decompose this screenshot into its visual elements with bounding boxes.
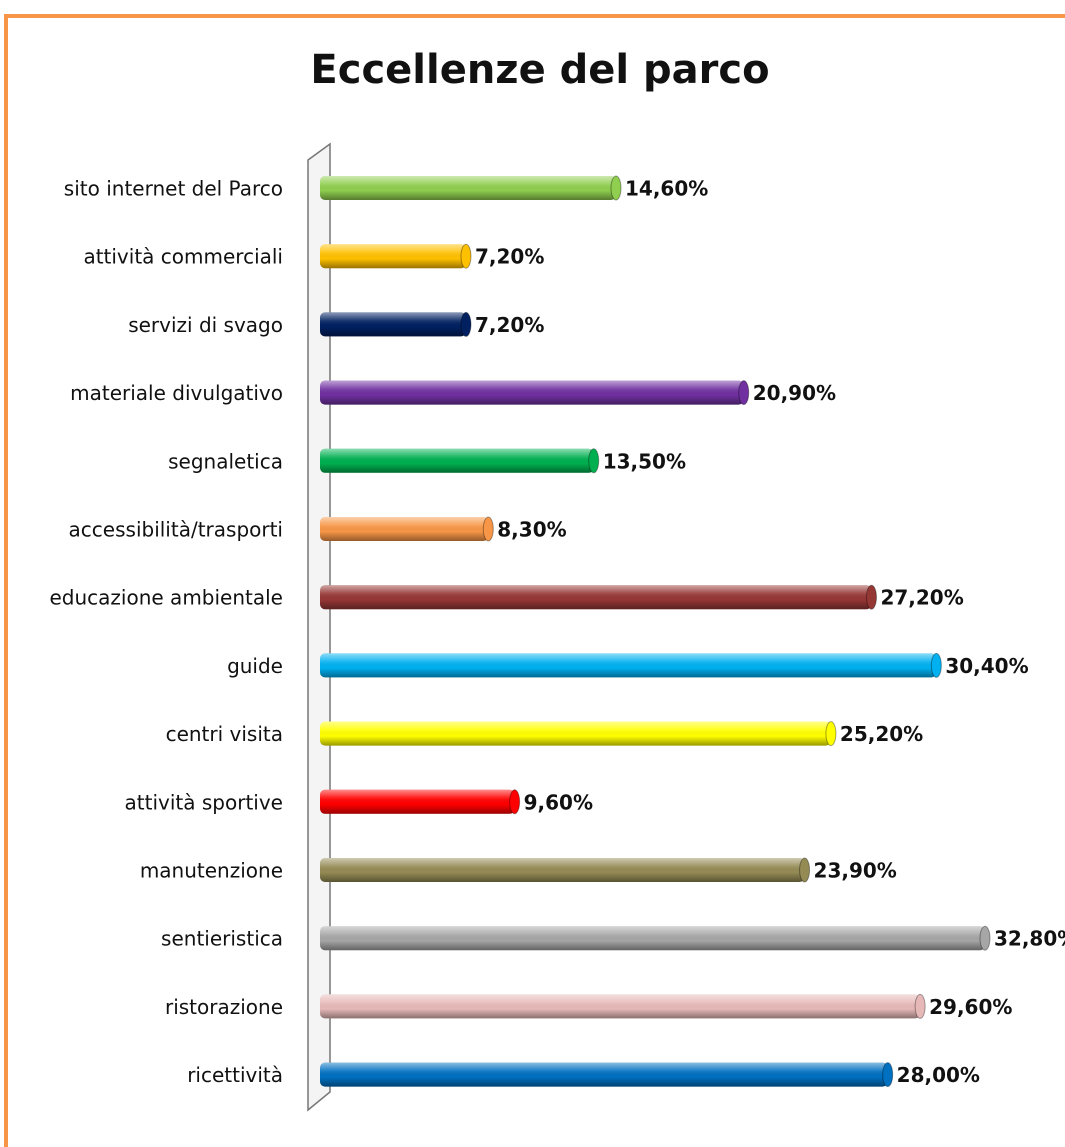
- category-label: accessibilità/trasporti: [69, 518, 283, 542]
- bar-cap: [509, 789, 521, 815]
- category-label: segnaletica: [168, 449, 283, 473]
- bar-cap: [460, 311, 472, 337]
- bar-cap: [588, 448, 600, 474]
- axis-wall: [307, 142, 331, 1112]
- bar-shine: [320, 244, 466, 269]
- frame: [4, 14, 1065, 1147]
- value-label: 9,60%: [524, 790, 593, 814]
- bar-shine: [320, 653, 937, 678]
- value-label: 20,90%: [753, 381, 836, 405]
- value-label: 14,60%: [625, 177, 708, 201]
- bar-cap: [979, 925, 991, 951]
- bar-shine: [320, 721, 831, 746]
- value-label: 23,90%: [814, 859, 897, 883]
- bar-cap: [825, 721, 837, 747]
- value-label: 27,20%: [880, 586, 963, 610]
- bar-cap: [738, 380, 750, 406]
- category-label: sito internet del Parco: [64, 177, 283, 201]
- value-label: 30,40%: [945, 654, 1028, 678]
- bar-cap: [930, 652, 942, 678]
- chart-title: Eccellenze del parco: [310, 47, 769, 93]
- value-label: 29,60%: [929, 995, 1012, 1019]
- category-label: ricettività: [187, 1063, 283, 1087]
- value-label: 7,20%: [475, 313, 544, 337]
- bar-shine: [320, 448, 594, 473]
- bar-cap: [460, 243, 472, 269]
- bar-cap: [610, 175, 622, 201]
- category-label: sentieristica: [161, 927, 283, 951]
- category-label: guide: [227, 654, 283, 678]
- bar-cap: [914, 993, 926, 1019]
- bar-cap: [882, 1062, 894, 1088]
- bar-shine: [320, 858, 805, 882]
- bar-shine: [320, 1062, 888, 1087]
- bar-shine: [320, 994, 921, 1019]
- value-label: 32,80%: [994, 927, 1065, 951]
- bar-cap: [799, 857, 811, 883]
- bar-shine: [320, 789, 515, 814]
- category-label: ristorazione: [165, 995, 283, 1019]
- value-label: 8,30%: [497, 518, 566, 542]
- bar-shine: [320, 176, 617, 200]
- category-label: attività sportive: [125, 790, 283, 814]
- category-label: materiale divulgativo: [70, 381, 283, 405]
- bar-shine: [320, 312, 466, 337]
- bar-cap: [482, 516, 494, 542]
- bar-shine: [320, 517, 489, 541]
- value-label: 7,20%: [475, 245, 544, 269]
- bar-cap: [865, 584, 877, 610]
- category-label: centri visita: [166, 722, 283, 746]
- value-label: 28,00%: [897, 1063, 980, 1087]
- bar-shine: [320, 380, 744, 405]
- category-label: educazione ambientale: [50, 586, 284, 610]
- category-label: manutenzione: [140, 859, 283, 883]
- value-label: 13,50%: [603, 449, 686, 473]
- value-label: 25,20%: [840, 722, 923, 746]
- category-label: attività commerciali: [83, 245, 283, 269]
- bar-shine: [320, 585, 872, 610]
- bar-shine: [320, 926, 985, 951]
- category-label: servizi di svago: [128, 313, 283, 337]
